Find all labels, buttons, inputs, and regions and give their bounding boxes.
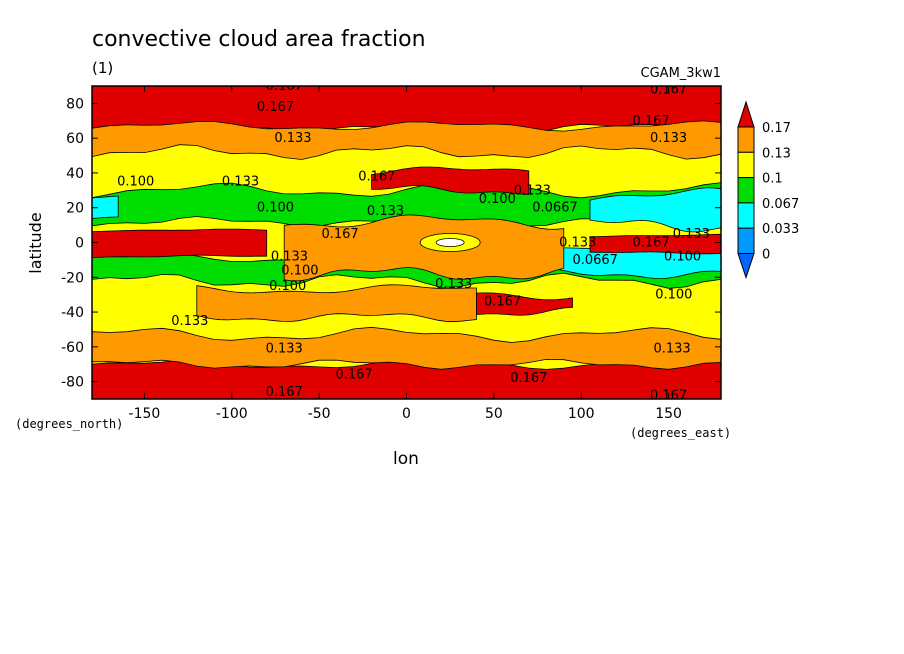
colorbar-segment bbox=[737, 177, 755, 204]
band-south-storm bbox=[476, 292, 573, 316]
contour-label-12: 0.100 bbox=[257, 201, 294, 216]
colorbar-level-label: 0.067 bbox=[762, 197, 799, 212]
y-tick-label: 80 bbox=[66, 96, 84, 112]
y-tick-label: -20 bbox=[61, 270, 84, 286]
x-tick-label: -50 bbox=[308, 406, 331, 422]
y-tick-label: -80 bbox=[61, 375, 84, 391]
band-south-cap bbox=[92, 358, 721, 399]
contour-label-17: 0.133 bbox=[673, 227, 710, 242]
contour-label-22: 0.100 bbox=[269, 279, 306, 294]
band-eq-red-west bbox=[92, 228, 268, 258]
colorbar-level-label: 0.1 bbox=[762, 172, 783, 187]
y-tick-label: 40 bbox=[66, 166, 84, 182]
colorbar-segment bbox=[737, 151, 755, 179]
band-cyan-west bbox=[92, 195, 119, 219]
contour-label-24: 0.167 bbox=[484, 295, 521, 310]
x-tick-label: -100 bbox=[216, 406, 248, 422]
dataset-label: CGAM_3kw1 bbox=[641, 66, 721, 81]
contour-label-16: 0.167 bbox=[633, 236, 670, 251]
contour-label-9: 0.133 bbox=[514, 183, 551, 198]
axes: -150 -100 -50 0 50 100 150 80 60 40 20 0 -20 -40 -60 -8… bbox=[61, 86, 721, 422]
contour-field bbox=[92, 86, 721, 399]
colorbar-level-label: 0.17 bbox=[762, 121, 791, 136]
contour-label-13: 0.133 bbox=[367, 204, 404, 219]
contour-label-10: 0.100 bbox=[479, 192, 516, 207]
contour-label-29: 0.167 bbox=[335, 368, 372, 383]
y-tick-label: 60 bbox=[66, 131, 84, 147]
contour-label-18: 0.133 bbox=[271, 249, 308, 264]
y-units-label: (degrees_north) bbox=[15, 417, 123, 431]
contour-label-5: 0.133 bbox=[650, 131, 687, 146]
contour-label-7: 0.133 bbox=[222, 175, 259, 190]
contour-label-1: 0.167 bbox=[257, 100, 294, 115]
contour-label-14: 0.167 bbox=[321, 227, 358, 242]
x-tick-label: 50 bbox=[485, 406, 503, 422]
x-tick-label: 0 bbox=[402, 406, 411, 422]
chart-subtitle: (1) bbox=[92, 59, 113, 77]
colorbar-under-arrow bbox=[737, 253, 755, 280]
band-eq-core-center bbox=[435, 238, 465, 247]
contour-label-21: 0.100 bbox=[281, 263, 318, 278]
colorbar-level-label: 0.033 bbox=[762, 222, 799, 237]
colorbar-segment bbox=[737, 227, 755, 254]
contour-label-19: 0.0667 bbox=[572, 253, 618, 268]
contour-label-4: 0.133 bbox=[274, 131, 311, 146]
band-cyan-north bbox=[589, 187, 721, 233]
contour-label-25: 0.100 bbox=[655, 288, 692, 303]
colorbar-segment bbox=[737, 202, 755, 229]
y-tick-label: -60 bbox=[61, 340, 84, 356]
colorbar-legend: 0.17 0.13 0.1 0.067 0.033 0 bbox=[737, 100, 799, 280]
x-units-label: (degrees_east) bbox=[630, 426, 731, 440]
band-south-orange bbox=[92, 326, 721, 370]
band-north-storm bbox=[371, 166, 530, 195]
contour-label-15: 0.133 bbox=[559, 236, 596, 251]
colorbar-over-arrow bbox=[737, 100, 755, 128]
x-tick-label: 150 bbox=[655, 406, 682, 422]
band-north-orange bbox=[92, 120, 721, 160]
contour-label-26: 0.133 bbox=[171, 314, 208, 329]
x-tick-label: 100 bbox=[568, 406, 595, 422]
chart-title: convective cloud area fraction bbox=[92, 27, 426, 52]
contour-label-23: 0.133 bbox=[435, 277, 472, 292]
y-tick-label: -40 bbox=[61, 305, 84, 321]
contour-label-0: 0.167 bbox=[266, 79, 303, 94]
colorbar-level-label: 0.13 bbox=[762, 146, 791, 161]
y-axis-label: latitude bbox=[26, 212, 45, 273]
band-south-storm-orange bbox=[196, 284, 477, 323]
x-tick-label: -150 bbox=[129, 406, 161, 422]
band-eq-orange bbox=[283, 214, 565, 282]
y-tick-label: 20 bbox=[66, 201, 84, 217]
contour-label-20: 0.100 bbox=[664, 249, 701, 264]
x-axis-label: lon bbox=[393, 449, 419, 469]
y-tick-label: 0 bbox=[75, 236, 84, 252]
contour-label-30: 0.167 bbox=[510, 371, 547, 386]
colorbar-level-label: 0 bbox=[762, 248, 770, 263]
contour-label-27: 0.133 bbox=[266, 342, 303, 357]
contour-label-31: 0.167 bbox=[266, 385, 303, 400]
contour-label-8: 0.167 bbox=[358, 169, 395, 184]
colorbar-segment bbox=[737, 126, 755, 153]
contour-label-11: 0.0667 bbox=[532, 201, 578, 216]
band-eq-red-east bbox=[589, 233, 721, 255]
contour-label-28: 0.133 bbox=[653, 342, 690, 357]
contour-label-6: 0.100 bbox=[117, 175, 154, 190]
contour-label-3: 0.167 bbox=[633, 114, 670, 129]
